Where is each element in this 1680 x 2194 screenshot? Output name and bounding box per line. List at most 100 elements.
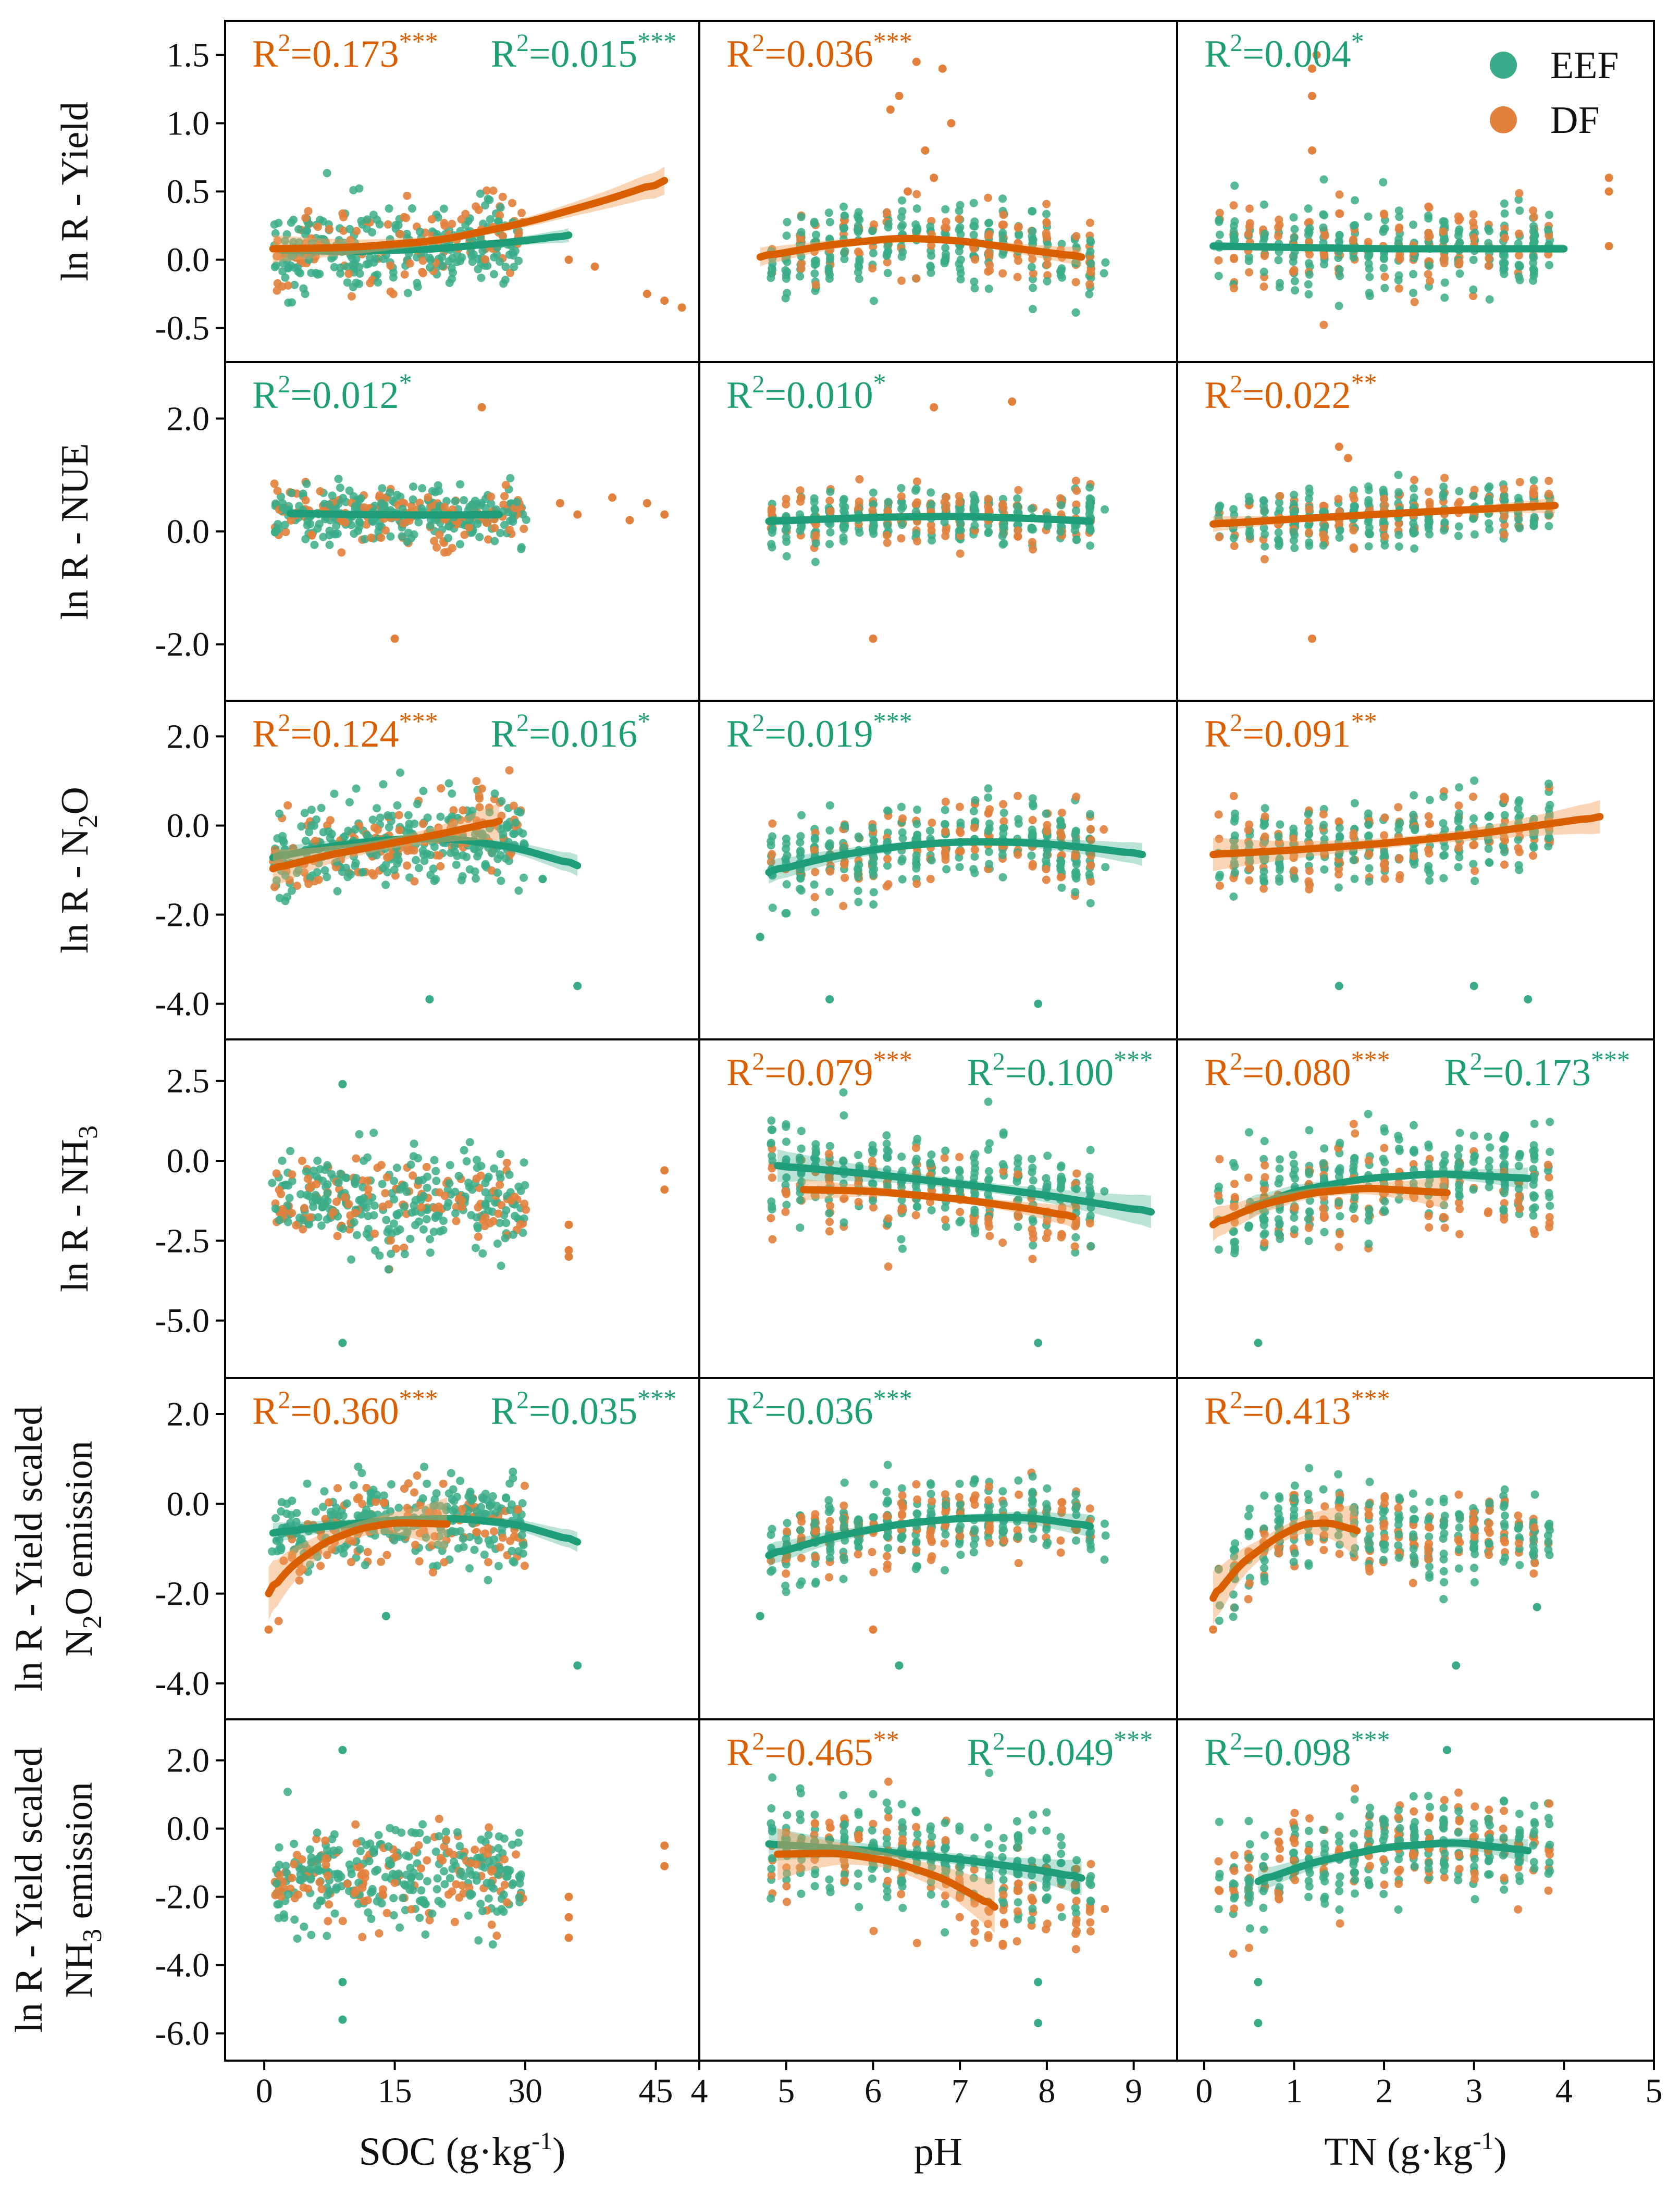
eef-point [841,503,849,512]
eef-point [1027,263,1036,271]
df-point [273,279,282,288]
eef-point [839,1157,848,1166]
eef-point [1351,502,1360,511]
df-point [363,1547,372,1556]
eef-point [1439,236,1448,245]
eef-point [1410,791,1418,800]
eef-point [514,256,523,265]
eef-point [418,1175,427,1184]
eef-point [450,841,459,850]
df-point [1545,476,1553,485]
eef-point [520,873,528,882]
df-point [1085,280,1094,289]
eef-point [328,491,337,500]
df-point [1336,1230,1344,1238]
eef-point [496,203,505,212]
df-point [403,844,412,853]
eef-point [824,267,833,276]
eef-point [1410,544,1419,553]
eef-point [1529,1191,1538,1200]
eef-point [1455,783,1464,792]
eef-point [1454,1159,1463,1167]
eef-point [1440,1201,1448,1209]
eef-point [1319,541,1328,550]
eef-point [1545,1193,1554,1201]
eef-point [431,875,440,884]
eef-point [492,1502,501,1510]
eef-point [1500,1150,1509,1159]
df-point [1214,256,1223,265]
df-point [956,847,965,856]
eef-point [1440,842,1449,851]
df-point [1364,1156,1373,1165]
eef-point [443,1203,452,1211]
df-point [1304,817,1313,826]
eef-point [389,273,398,282]
eef-point [387,1480,396,1489]
df-point [883,208,891,217]
eef-point [767,841,775,850]
eef-point [1365,292,1374,301]
eef-point [369,210,378,219]
eef-point [353,1511,362,1520]
df-point [608,493,616,502]
eef-point [286,1147,294,1156]
eef-point [439,204,448,213]
df-point [396,230,405,239]
eef-point [882,1139,891,1148]
eef-point [1529,1211,1538,1220]
eef-point [313,868,322,876]
eef-point [1230,868,1239,877]
eef-point [354,1462,363,1471]
df-point [326,816,335,825]
df-point [811,867,820,876]
eef-point [1470,776,1479,785]
eef-point [395,1209,404,1218]
eef-point [825,1209,834,1218]
eef-point [323,169,331,178]
eef-point [1394,530,1403,539]
df-point [440,503,449,512]
eef-point [1364,212,1373,221]
eef-point [782,552,791,561]
df-point [1029,545,1037,554]
eef-point [810,498,819,506]
df-point [1305,866,1314,875]
eef-point [783,218,792,227]
df-point [386,1236,395,1245]
eef-point [368,815,377,824]
eef-point [400,1203,409,1211]
eef-point [519,1541,528,1550]
df-point [1529,206,1538,215]
eef-point [503,822,512,831]
eef-point [294,267,303,276]
df-point [300,1204,309,1212]
eef-point [499,830,508,839]
eef-point [323,1215,331,1224]
df-point [1028,1255,1037,1263]
eef-point [1012,1177,1021,1186]
df-point [1274,223,1282,232]
eef-point [509,829,517,838]
eef-point [1335,231,1344,240]
df-point [325,1498,333,1507]
eef-point [1320,1228,1329,1236]
eef-point [870,854,879,862]
eef-point [472,1213,481,1222]
df-point [375,491,384,500]
eef-point [1034,1338,1043,1347]
eef-point [1027,504,1036,513]
eef-point [855,275,863,283]
eef-point [956,1187,965,1195]
eef-point [883,521,892,530]
eef-point [1028,305,1037,314]
eef-point [1545,779,1553,788]
eef-point [1259,200,1268,209]
df-point [947,119,956,128]
eef-point [1545,522,1553,530]
eef-point [286,261,295,270]
eef-point [1335,883,1343,892]
eef-point [1259,867,1268,876]
eef-point [499,279,508,288]
df-point [955,498,964,507]
